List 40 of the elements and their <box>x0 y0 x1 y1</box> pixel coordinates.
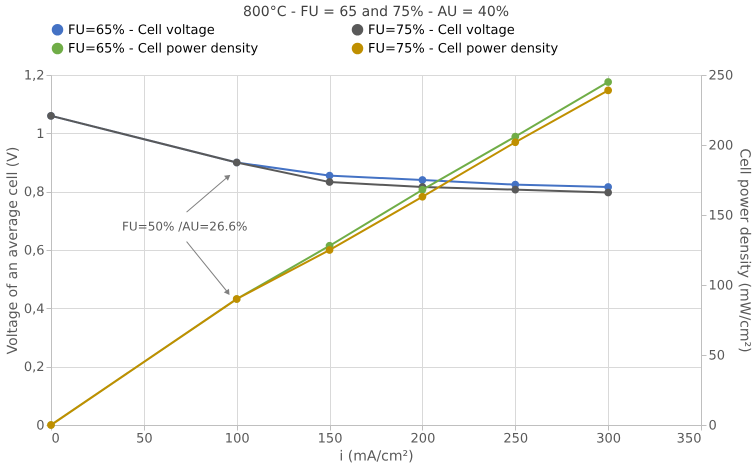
point <box>604 78 612 86</box>
chart-title: 800°C - FU = 65 and 75% - AU = 40% <box>242 4 510 20</box>
x-tick-label: 100 <box>224 432 250 446</box>
x-axis-title: i (mA/cm²) <box>339 448 414 464</box>
x-tick-label: 350 <box>676 432 702 446</box>
legend-label: FU=65% - Cell voltage <box>68 22 215 38</box>
point <box>511 138 520 146</box>
annotation: FU=50% /AU=26.6% <box>122 220 248 234</box>
y2-tick-label: 100 <box>708 278 734 294</box>
legend-label: FU=65% - Cell power density <box>68 42 258 56</box>
y-tick-label: 0,8 <box>24 185 44 200</box>
point <box>418 192 426 201</box>
point <box>511 186 520 194</box>
point <box>326 178 334 186</box>
x-tick-label: 50 <box>136 432 153 446</box>
y2-tick-label: 0 <box>708 418 717 434</box>
point <box>604 86 612 94</box>
x-tick-label: 200 <box>410 432 436 446</box>
legend-label: FU=75% - Cell voltage <box>368 22 515 38</box>
y-axis-title: Voltage of an average cell (V) <box>4 146 21 354</box>
y-tick-label: 1,2 <box>24 68 44 84</box>
y2-tick-label: 150 <box>708 208 734 224</box>
legend-label: FU=75% - Cell power density <box>368 42 558 56</box>
x-tick-label: 0 <box>52 432 60 446</box>
y-tick-label: 1 <box>36 126 44 142</box>
x-tick-label: 250 <box>503 432 528 446</box>
y2-tick-label: 50 <box>708 348 726 364</box>
y-tick-label: 0 <box>36 418 44 434</box>
x-tick-label: 300 <box>596 432 622 446</box>
point <box>326 246 334 254</box>
y2-axis-title: Cell power density (mW/cm²) <box>736 148 752 353</box>
y2-tick-label: 200 <box>708 138 734 154</box>
y-tick-label: 0,4 <box>24 302 44 317</box>
y-tick-label: 0,6 <box>24 244 44 258</box>
y2-tick-label: 250 <box>708 68 734 84</box>
point <box>604 188 612 196</box>
point <box>418 186 426 194</box>
y-tick-label: 0,2 <box>24 360 44 376</box>
point <box>418 176 426 184</box>
x-tick-label: 150 <box>318 432 342 446</box>
